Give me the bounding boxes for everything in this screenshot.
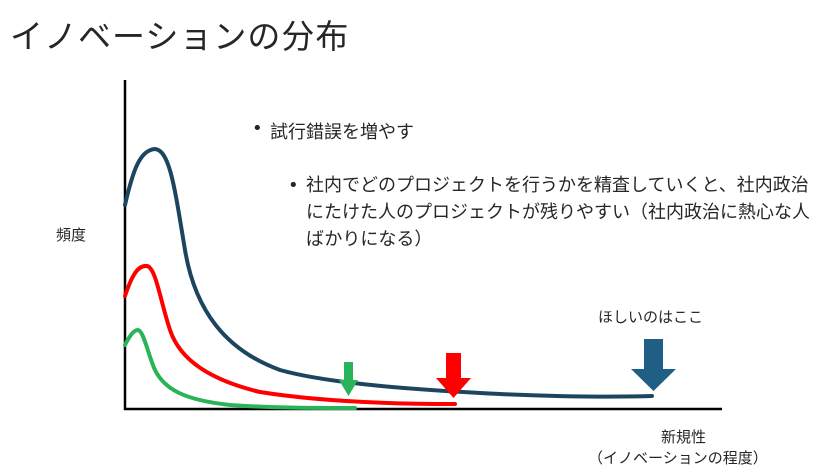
x-axis-label: 新規性 xyxy=(661,428,707,446)
bullet-sub: • 社内でどのプロジェクトを行うかを精査していくと、社内政治にたけた人のプロジェ… xyxy=(288,172,826,253)
navy-curve xyxy=(123,146,654,399)
x-axis-sublabel: （イノベーションの程度） xyxy=(588,449,768,467)
bullet-list: • 試行錯誤を増やす • 社内でどのプロジェクトを行うかを精査していくと、社内政… xyxy=(252,118,810,250)
green-curve xyxy=(123,327,357,410)
bullet-main-text: 試行錯誤を増やす xyxy=(270,122,414,143)
red-curve xyxy=(123,263,457,406)
bullet-dot: • xyxy=(288,175,299,196)
bullet-sub-text: 社内でどのプロジェクトを行うかを精査していくと、社内政治にたけた人のプロジェクト… xyxy=(306,175,810,250)
bullet-dot: • xyxy=(252,118,263,139)
bullet-main: • 試行錯誤を増やす xyxy=(252,118,414,144)
annotation-label: ほしいのはここ xyxy=(598,308,704,326)
page-title: イノベーションの分布 xyxy=(10,17,350,56)
green-arrow-icon xyxy=(339,362,358,396)
blue-arrow-icon xyxy=(631,339,676,391)
y-axis-label: 頻度 xyxy=(56,226,87,244)
red-arrow-icon xyxy=(436,353,471,398)
